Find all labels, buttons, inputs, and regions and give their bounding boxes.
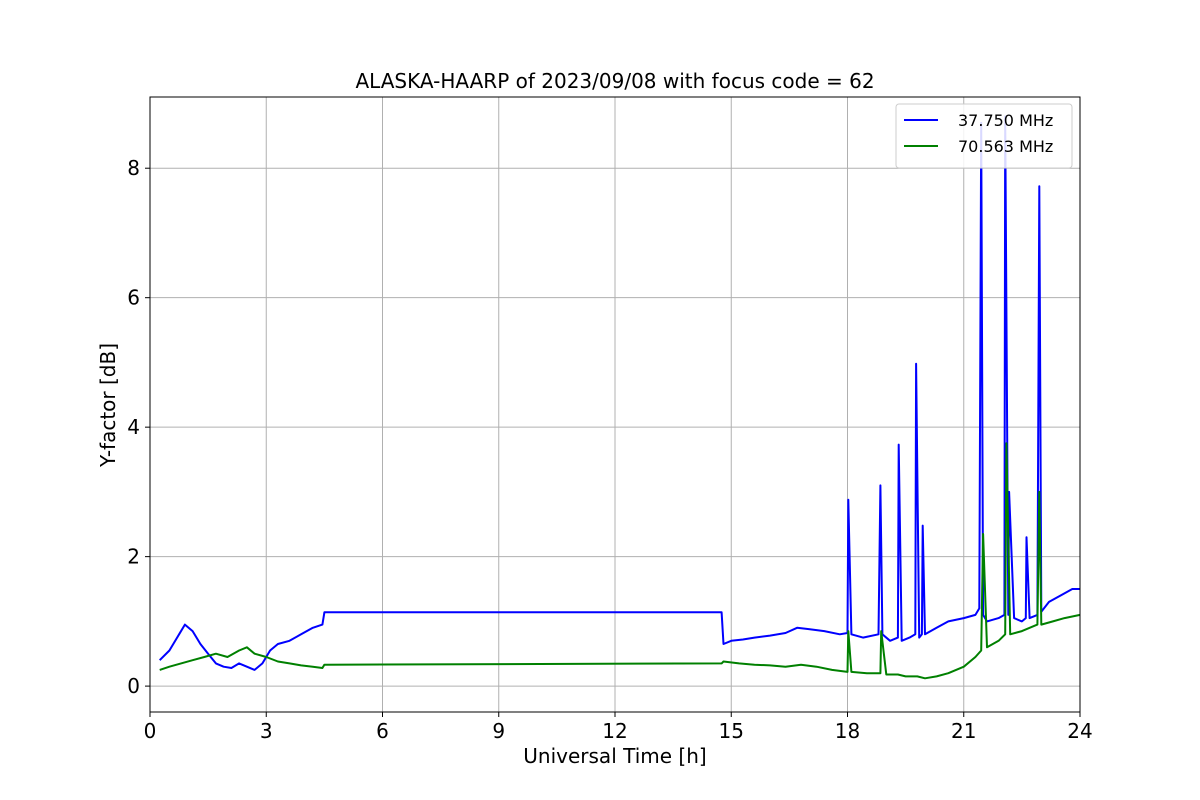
y-tick-label: 4 <box>127 415 140 439</box>
series-line-1 <box>159 442 1081 680</box>
legend-label-1: 70.563 MHz <box>958 137 1053 156</box>
y-axis-label: Y-factor [dB] <box>96 343 120 468</box>
legend-label-0: 37.750 MHz <box>958 111 1053 130</box>
x-tick-label: 0 <box>144 719 157 743</box>
y-tick-label: 0 <box>127 674 140 698</box>
y-tick-label: 2 <box>127 545 140 569</box>
chart-title: ALASKA-HAARP of 2023/09/08 with focus co… <box>355 69 874 93</box>
y-tick-label: 6 <box>127 286 140 310</box>
x-tick-label: 12 <box>602 719 627 743</box>
x-tick-label: 21 <box>951 719 976 743</box>
x-tick-label: 15 <box>719 719 744 743</box>
x-tick-label: 3 <box>260 719 273 743</box>
x-axis-label: Universal Time [h] <box>523 744 706 768</box>
x-tick-label: 24 <box>1067 719 1092 743</box>
x-tick-label: 9 <box>492 719 505 743</box>
legend-box <box>895 103 1073 169</box>
x-tick-label: 18 <box>835 719 860 743</box>
series-layer <box>158 115 1081 680</box>
y-tick-label: 8 <box>127 156 140 180</box>
legend: 37.750 MHz 70.563 MHz <box>895 103 1073 169</box>
x-tick-label: 6 <box>376 719 389 743</box>
